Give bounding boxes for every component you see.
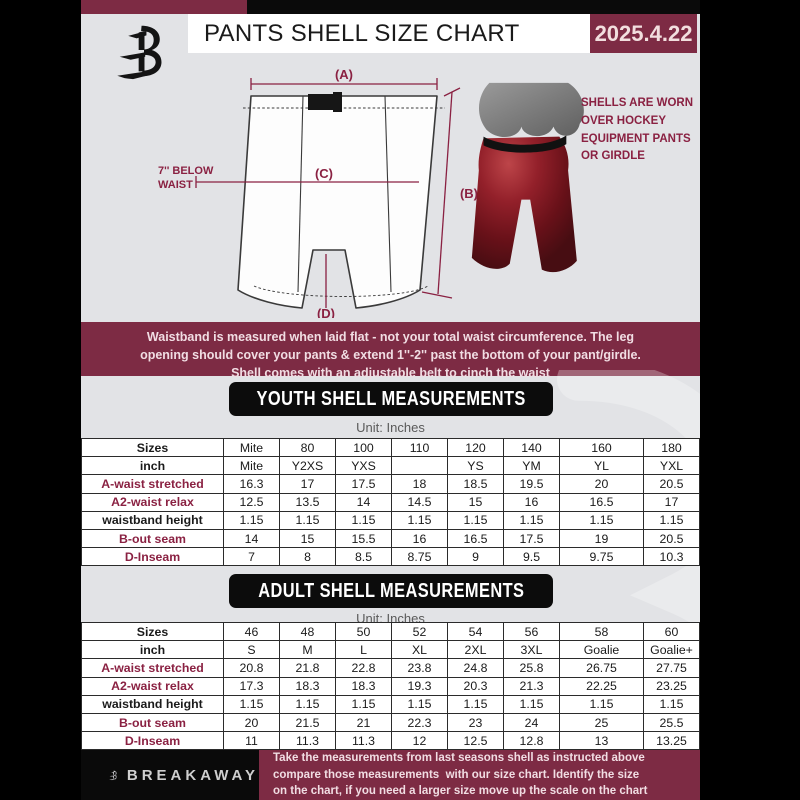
svg-text:(A): (A) xyxy=(335,68,353,82)
svg-text:(D): (D) xyxy=(317,306,335,318)
svg-text:WAIST: WAIST xyxy=(158,179,193,191)
svg-text:(C): (C) xyxy=(315,166,333,181)
svg-text:7'' BELOW: 7'' BELOW xyxy=(158,165,214,177)
